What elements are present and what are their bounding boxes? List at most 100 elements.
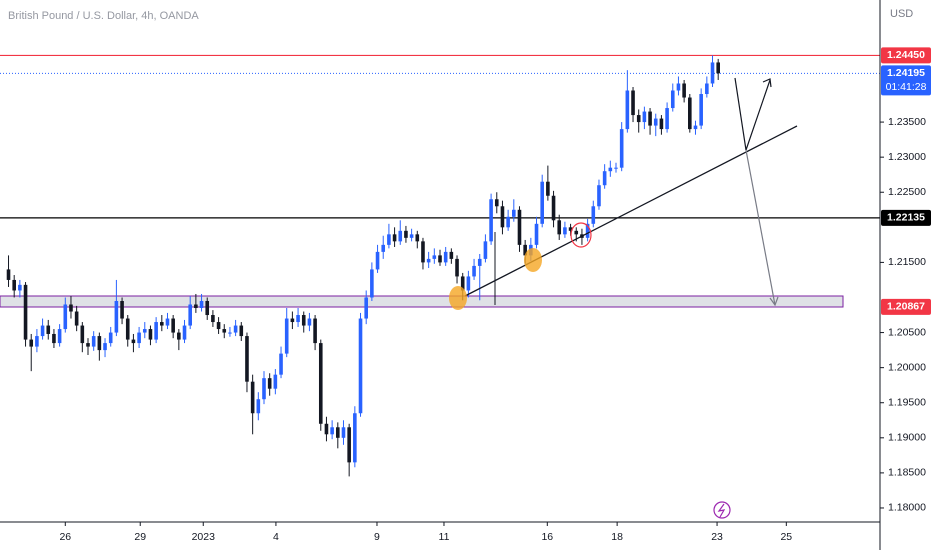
candle-body	[460, 276, 465, 291]
candle-body	[443, 251, 448, 263]
candle-body	[506, 216, 510, 228]
candle-body	[659, 118, 664, 130]
candle-body	[574, 230, 579, 235]
candle-body	[619, 129, 624, 168]
candle-body	[160, 322, 164, 326]
candle-body	[392, 234, 397, 242]
candle-body	[18, 284, 22, 291]
candle-body	[477, 258, 482, 266]
candle-body	[534, 223, 539, 245]
x-tick-label: 11	[439, 531, 450, 543]
touch-marker	[449, 286, 467, 310]
x-tick-label: 2023	[192, 531, 216, 543]
y-tick-label: 1.20000	[888, 361, 926, 373]
candle-body	[97, 336, 102, 351]
candle-body	[103, 343, 107, 351]
candle-body	[63, 304, 68, 330]
levels	[0, 54, 880, 219]
price-tag-label: 1.24195	[887, 67, 925, 79]
candle-body	[80, 325, 85, 344]
candle-body	[489, 199, 493, 242]
price-tag	[881, 47, 931, 64]
candle-body	[177, 332, 181, 340]
candle-body	[494, 199, 499, 207]
candle-body	[483, 241, 488, 259]
candle-body	[466, 276, 471, 291]
y-tick-label: 1.21500	[888, 256, 926, 268]
candle-body	[540, 181, 544, 224]
x-tick-label: 23	[711, 531, 723, 543]
candle-body	[358, 318, 363, 414]
y-tick-label: 1.23000	[888, 151, 926, 163]
candle-body	[472, 265, 476, 277]
drawings	[449, 77, 798, 310]
candle-body	[591, 206, 596, 224]
chart-title: British Pound / U.S. Dollar, 4h, OANDA	[8, 10, 199, 22]
candle-body	[216, 322, 221, 330]
candle-body	[23, 284, 28, 340]
candle-body	[267, 378, 272, 389]
candle-body	[35, 336, 39, 347]
y-tick-label: 1.19000	[888, 432, 926, 444]
candle-body	[432, 255, 437, 259]
candle-body	[426, 258, 431, 263]
trendline	[464, 125, 798, 297]
x-tick-label: 18	[611, 531, 623, 543]
candle-body	[636, 115, 641, 123]
candle-body	[69, 304, 73, 312]
y-tick-label: 1.19500	[888, 397, 926, 409]
candle-body	[171, 318, 175, 333]
candle-body	[114, 300, 119, 333]
candle-body	[29, 339, 34, 347]
candle-body	[585, 223, 590, 238]
x-tick-label: 16	[541, 531, 553, 543]
candle-body	[665, 108, 669, 130]
candle-body	[563, 227, 567, 235]
candle-body	[421, 241, 425, 263]
candle-body	[517, 209, 522, 245]
candle-body	[449, 251, 454, 259]
candle-body	[256, 399, 261, 414]
candle-body	[341, 427, 346, 438]
candle-body	[86, 343, 90, 347]
candle-body	[211, 315, 215, 323]
candle-body	[670, 90, 675, 109]
candle-body	[716, 62, 720, 74]
candle-body	[568, 227, 573, 231]
candle-body	[608, 167, 613, 172]
candle-body	[387, 234, 391, 245]
candle-body	[318, 343, 323, 424]
y-tick-label: 1.22500	[888, 186, 926, 198]
candle-body	[296, 315, 300, 323]
price-tag-label: 1.22135	[887, 212, 925, 224]
candle-body	[353, 413, 357, 463]
event-icon[interactable]	[713, 501, 731, 519]
candle-body	[455, 258, 459, 277]
candle-body	[12, 279, 16, 291]
candle-body	[313, 318, 317, 344]
candle-body	[148, 329, 153, 340]
touch-marker	[524, 248, 542, 272]
candle-body	[415, 234, 420, 242]
candle-body	[370, 269, 374, 298]
candle-body	[602, 171, 607, 186]
axes: 1.18000 1.18500 1.19000 1.19500 1.20000 1.205…	[59, 47, 931, 543]
candle-body	[52, 333, 56, 344]
candle-body	[336, 427, 340, 438]
candle-body	[381, 244, 386, 252]
candle-body	[131, 339, 136, 344]
candle-body	[653, 118, 658, 126]
price-tag-label: 1.20867	[887, 301, 925, 313]
candle-body	[347, 427, 351, 463]
event-icon-bolt[interactable]	[717, 503, 726, 518]
candle-body	[301, 315, 306, 326]
price-tag	[881, 298, 931, 315]
touch-marker	[570, 222, 592, 248]
x-tick-label: 29	[134, 531, 146, 543]
candle-body	[682, 83, 686, 98]
candle-body	[500, 206, 505, 228]
candle-body	[199, 300, 204, 309]
